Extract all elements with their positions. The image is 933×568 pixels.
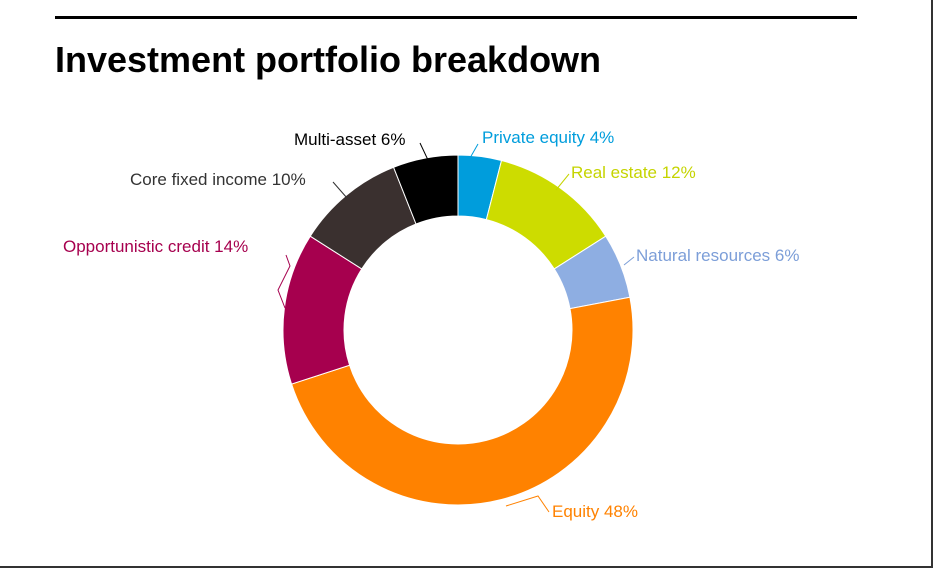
label-opportunistic-credit: Opportunistic credit 14% <box>63 237 248 256</box>
label-natural-resources: Natural resources 6% <box>636 246 799 265</box>
leader-line-opportunistic-credit <box>277 254 291 309</box>
label-core-fixed-income: Core fixed income 10% <box>130 170 306 189</box>
leader-line-equity <box>505 495 550 513</box>
label-multi-asset: Multi-asset 6% <box>294 130 405 149</box>
leader-line-core-fixed-income <box>332 181 348 199</box>
leader-line-natural-resources <box>623 256 635 266</box>
top-rule <box>55 16 857 19</box>
slice-equity <box>290 296 634 506</box>
label-equity: Equity 48% <box>552 502 638 521</box>
label-private-equity: Private equity 4% <box>482 128 614 147</box>
leader-line-real-estate <box>555 173 570 191</box>
chart-title: Investment portfolio breakdown <box>55 39 602 80</box>
leader-line-multi-asset <box>419 142 429 161</box>
label-real-estate: Real estate 12% <box>571 163 696 182</box>
leader-line-private-equity <box>469 143 479 159</box>
slice-multi-asset <box>392 154 459 225</box>
